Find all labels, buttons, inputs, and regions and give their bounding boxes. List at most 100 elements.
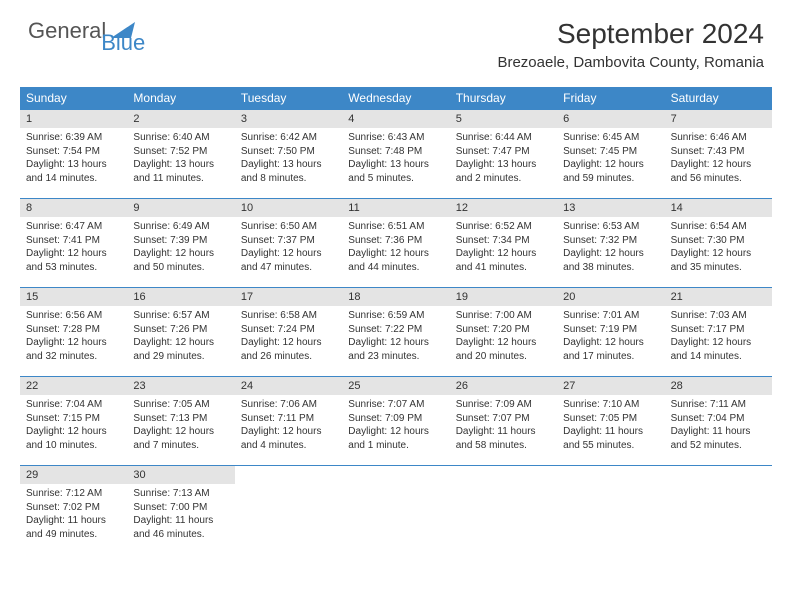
sunrise-line: Sunrise: 6:42 AM (241, 131, 336, 145)
daylight-line: Daylight: 13 hours and 11 minutes. (133, 158, 228, 185)
day-number: 26 (450, 377, 557, 395)
daylight-line: Daylight: 12 hours and 35 minutes. (671, 247, 766, 274)
day-content: Sunrise: 7:06 AMSunset: 7:11 PMDaylight:… (235, 395, 342, 458)
sunset-line: Sunset: 7:22 PM (348, 323, 443, 337)
sunrise-line: Sunrise: 6:52 AM (456, 220, 551, 234)
sunrise-line: Sunrise: 6:46 AM (671, 131, 766, 145)
sunset-line: Sunset: 7:05 PM (563, 412, 658, 426)
sunrise-line: Sunrise: 7:09 AM (456, 398, 551, 412)
day-content: Sunrise: 6:58 AMSunset: 7:24 PMDaylight:… (235, 306, 342, 369)
day-number: 6 (557, 110, 664, 128)
sunset-line: Sunset: 7:48 PM (348, 145, 443, 159)
daylight-line: Daylight: 11 hours and 46 minutes. (133, 514, 228, 541)
day-number: 20 (557, 288, 664, 306)
sunset-line: Sunset: 7:30 PM (671, 234, 766, 248)
sunset-line: Sunset: 7:37 PM (241, 234, 336, 248)
day-number: 9 (127, 199, 234, 217)
daylight-line: Daylight: 13 hours and 14 minutes. (26, 158, 121, 185)
day-number: 23 (127, 377, 234, 395)
calendar-day: 30Sunrise: 7:13 AMSunset: 7:00 PMDayligh… (127, 466, 234, 554)
sunrise-line: Sunrise: 7:03 AM (671, 309, 766, 323)
day-content: Sunrise: 6:46 AMSunset: 7:43 PMDaylight:… (665, 128, 772, 191)
day-content: Sunrise: 6:47 AMSunset: 7:41 PMDaylight:… (20, 217, 127, 280)
calendar-day: 29Sunrise: 7:12 AMSunset: 7:02 PMDayligh… (20, 466, 127, 554)
day-number: 4 (342, 110, 449, 128)
day-number: 11 (342, 199, 449, 217)
calendar-day: 18 Sunrise: 6:59 AMSunset: 7:22 PMDayligh… (342, 288, 449, 376)
day-content: Sunrise: 6:52 AMSunset: 7:34 PMDaylight:… (450, 217, 557, 280)
day-number: 1 (20, 110, 127, 128)
day-content: Sunrise: 6:57 AMSunset: 7:26 PMDaylight:… (127, 306, 234, 369)
sunrise-line: Sunrise: 6:40 AM (133, 131, 228, 145)
sunset-line: Sunset: 7:13 PM (133, 412, 228, 426)
calendar-day: 19Sunrise: 7:00 AMSunset: 7:20 PMDayligh… (450, 288, 557, 376)
daylight-line: Daylight: 11 hours and 49 minutes. (26, 514, 121, 541)
day-number: 21 (665, 288, 772, 306)
day-number: 10 (235, 199, 342, 217)
day-number: 30 (127, 466, 234, 484)
sunset-line: Sunset: 7:02 PM (26, 501, 121, 515)
day-number: 8 (20, 199, 127, 217)
day-content: Sunrise: 6:50 AMSunset: 7:37 PMDaylight:… (235, 217, 342, 280)
weekday-header: Monday (127, 87, 234, 109)
sunrise-line: Sunrise: 7:00 AM (456, 309, 551, 323)
daylight-line: Daylight: 12 hours and 32 minutes. (26, 336, 121, 363)
day-number: 2 (127, 110, 234, 128)
day-content: Sunrise: 6:49 AMSunset: 7:39 PMDaylight:… (127, 217, 234, 280)
sunset-line: Sunset: 7:41 PM (26, 234, 121, 248)
sunrise-line: Sunrise: 7:05 AM (133, 398, 228, 412)
calendar-day: 20Sunrise: 7:01 AMSunset: 7:19 PMDayligh… (557, 288, 664, 376)
sunset-line: Sunset: 7:00 PM (133, 501, 228, 515)
day-number: 19 (450, 288, 557, 306)
day-number: 18 (342, 288, 449, 306)
calendar-day: 12Sunrise: 6:52 AMSunset: 7:34 PMDayligh… (450, 199, 557, 287)
daylight-line: Daylight: 12 hours and 14 minutes. (671, 336, 766, 363)
daylight-line: Daylight: 12 hours and 23 minutes. (348, 336, 443, 363)
sunrise-line: Sunrise: 6:57 AM (133, 309, 228, 323)
sunset-line: Sunset: 7:34 PM (456, 234, 551, 248)
sunrise-line: Sunrise: 6:58 AM (241, 309, 336, 323)
sunset-line: Sunset: 7:24 PM (241, 323, 336, 337)
day-content: Sunrise: 7:11 AMSunset: 7:04 PMDaylight:… (665, 395, 772, 458)
header: General Blue September 2024 Brezoaele, D… (0, 0, 792, 79)
calendar-day: 11Sunrise: 6:51 AMSunset: 7:36 PMDayligh… (342, 199, 449, 287)
sunrise-line: Sunrise: 7:12 AM (26, 487, 121, 501)
weekday-header: Tuesday (235, 87, 342, 109)
day-content: Sunrise: 6:43 AMSunset: 7:48 PMDaylight:… (342, 128, 449, 191)
daylight-line: Daylight: 12 hours and 59 minutes. (563, 158, 658, 185)
sunset-line: Sunset: 7:20 PM (456, 323, 551, 337)
empty-day (235, 466, 342, 554)
sunrise-line: Sunrise: 6:59 AM (348, 309, 443, 323)
day-content: Sunrise: 6:42 AMSunset: 7:50 PMDaylight:… (235, 128, 342, 191)
daylight-line: Daylight: 12 hours and 17 minutes. (563, 336, 658, 363)
daylight-line: Daylight: 12 hours and 47 minutes. (241, 247, 336, 274)
day-number: 14 (665, 199, 772, 217)
daylight-line: Daylight: 13 hours and 8 minutes. (241, 158, 336, 185)
weekday-header: Wednesday (342, 87, 449, 109)
calendar: Sunday Monday Tuesday Wednesday Thursday… (0, 79, 792, 554)
sunset-line: Sunset: 7:09 PM (348, 412, 443, 426)
daylight-line: Daylight: 13 hours and 5 minutes. (348, 158, 443, 185)
day-number: 25 (342, 377, 449, 395)
calendar-day: 14Sunrise: 6:54 AMSunset: 7:30 PMDayligh… (665, 199, 772, 287)
day-content: Sunrise: 6:53 AMSunset: 7:32 PMDaylight:… (557, 217, 664, 280)
calendar-day: 21Sunrise: 7:03 AMSunset: 7:17 PMDayligh… (665, 288, 772, 376)
day-content: Sunrise: 6:56 AMSunset: 7:28 PMDaylight:… (20, 306, 127, 369)
day-content: Sunrise: 7:10 AMSunset: 7:05 PMDaylight:… (557, 395, 664, 458)
sunrise-line: Sunrise: 6:53 AM (563, 220, 658, 234)
calendar-day: 17Sunrise: 6:58 AMSunset: 7:24 PMDayligh… (235, 288, 342, 376)
weekday-header: Friday (557, 87, 664, 109)
day-number: 24 (235, 377, 342, 395)
calendar-day: 13Sunrise: 6:53 AMSunset: 7:32 PMDayligh… (557, 199, 664, 287)
empty-day (665, 466, 772, 554)
day-number: 12 (450, 199, 557, 217)
location: Brezoaele, Dambovita County, Romania (497, 54, 764, 71)
sunset-line: Sunset: 7:50 PM (241, 145, 336, 159)
sunrise-line: Sunrise: 7:04 AM (26, 398, 121, 412)
daylight-line: Daylight: 12 hours and 50 minutes. (133, 247, 228, 274)
sunset-line: Sunset: 7:43 PM (671, 145, 766, 159)
daylight-line: Daylight: 12 hours and 4 minutes. (241, 425, 336, 452)
calendar-day: 8Sunrise: 6:47 AMSunset: 7:41 PMDaylight… (20, 199, 127, 287)
sunrise-line: Sunrise: 6:56 AM (26, 309, 121, 323)
daylight-line: Daylight: 12 hours and 41 minutes. (456, 247, 551, 274)
